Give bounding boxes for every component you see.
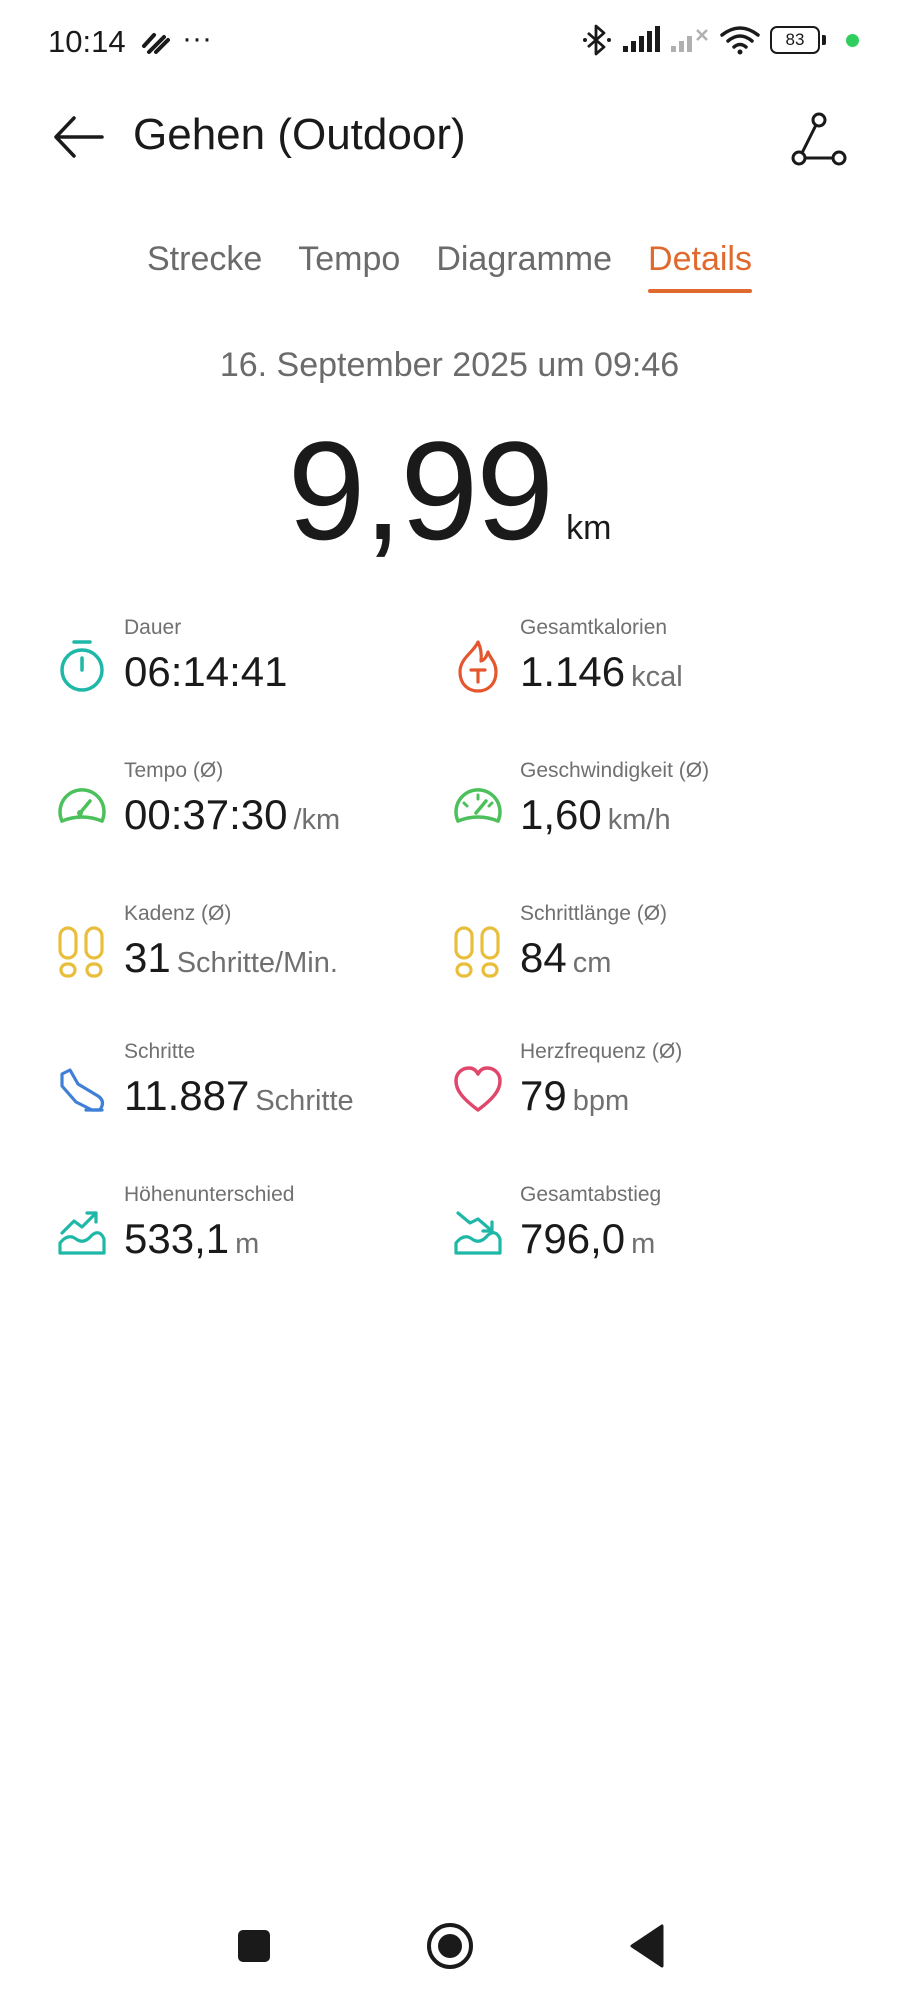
stat-value: 31: [124, 934, 171, 981]
stat-unit: cm: [572, 947, 612, 979]
stat-label: Gesamtkalorien: [520, 616, 668, 639]
stat-calories: Gesamtkalorien 1.146 kcal: [452, 616, 852, 726]
home-icon[interactable]: [424, 1920, 476, 1972]
elevation-up-icon: [58, 1211, 106, 1255]
stat-label: Schritte: [124, 1040, 196, 1063]
stat-label: Dauer: [124, 616, 182, 639]
battery-cap: [822, 35, 826, 45]
stat-value: 00:37:30: [124, 791, 288, 838]
stat-label: Herzfrequenz (Ø): [520, 1040, 683, 1063]
health-app-icon: [142, 33, 170, 54]
stopwatch-icon: [60, 640, 104, 692]
tab-diagramme[interactable]: Diagramme: [436, 240, 613, 278]
stat-unit: kcal: [631, 661, 683, 693]
stat-label: Tempo (Ø): [124, 759, 224, 782]
tab-details[interactable]: Details: [648, 240, 752, 293]
stat-value: 84: [520, 934, 567, 981]
stat-total-descent: Gesamtabstieg 796,0 m: [452, 1183, 852, 1293]
stat-value: 79: [520, 1072, 567, 1119]
distance-value: 9,99: [287, 412, 554, 569]
status-time: 10:14: [48, 24, 126, 59]
distance-display: 9,99 km: [0, 410, 899, 572]
stat-elevation-gain: Höhenunterschied 533,1 m: [56, 1183, 456, 1293]
tab-bar: Strecke Tempo Diagramme Details: [0, 240, 899, 293]
stat-duration: Dauer 06:14:41: [56, 616, 456, 726]
distance-unit: km: [566, 509, 612, 547]
signal-strength-icon: [623, 26, 660, 52]
status-right-group: 83: [582, 24, 859, 56]
elevation-down-icon: [454, 1211, 502, 1255]
speedometer-icon: [58, 788, 106, 823]
stat-pace: Tempo (Ø) 00:37:30/km: [56, 759, 456, 869]
stat-label: Schrittlänge (Ø): [520, 902, 668, 925]
privacy-indicator-dot: [846, 33, 859, 47]
flame-icon: [458, 640, 498, 693]
stat-stride-length: Schrittlänge (Ø) 84 cm: [452, 902, 852, 1012]
battery-indicator: 83: [770, 26, 826, 54]
stat-value: 1,60: [520, 791, 602, 838]
stat-value: 1.146: [520, 648, 626, 695]
signal-no-service-icon: [671, 29, 708, 52]
tab-tempo[interactable]: Tempo: [298, 240, 401, 278]
shoe-icon: [60, 1068, 105, 1112]
stat-cadence: Kadenz (Ø) 31 Schritte/Min.: [56, 902, 456, 1012]
stat-steps: Schritte 11.887 Schritte: [56, 1040, 456, 1150]
wifi-icon: [720, 26, 760, 55]
back-arrow-icon[interactable]: [50, 108, 108, 166]
stat-heart-rate: Herzfrequenz (Ø) 79 bpm: [452, 1040, 852, 1150]
stat-label: Gesamtabstieg: [520, 1183, 662, 1206]
stat-label: Geschwindigkeit (Ø): [520, 759, 710, 782]
stride-footprints-icon: [454, 926, 500, 978]
speed-gauge-icon: [454, 788, 502, 823]
stat-value: 06:14:41: [124, 648, 288, 695]
footprints-icon: [58, 926, 104, 978]
page-title: Gehen (Outdoor): [133, 110, 466, 159]
stat-speed: Geschwindigkeit (Ø) 1,60 km/h: [452, 759, 852, 869]
battery-level: 83: [770, 26, 820, 54]
stat-value: 533,1: [124, 1215, 230, 1262]
stat-unit: Schritte/Min.: [176, 947, 338, 979]
stat-unit: bpm: [572, 1085, 630, 1117]
stat-unit: m: [631, 1228, 656, 1260]
back-nav-icon[interactable]: [622, 1920, 674, 1972]
stat-label: Kadenz (Ø): [124, 902, 232, 925]
more-notifications-indicator: ···: [182, 22, 212, 55]
stat-unit: /km: [293, 804, 341, 836]
recent-apps-icon[interactable]: [228, 1920, 280, 1972]
bluetooth-icon: [583, 24, 611, 56]
stat-unit: Schritte: [255, 1085, 354, 1117]
route-share-icon[interactable]: [789, 110, 849, 170]
stat-unit: km/h: [607, 804, 671, 836]
stat-unit: m: [235, 1228, 260, 1260]
heart-icon: [454, 1066, 502, 1112]
stat-value: 11.887: [124, 1072, 250, 1119]
tab-strecke[interactable]: Strecke: [147, 240, 263, 278]
stat-label: Höhenunterschied: [124, 1183, 295, 1206]
workout-date: 16. September 2025 um 09:46: [219, 346, 680, 384]
stat-value: 796,0: [520, 1215, 626, 1262]
